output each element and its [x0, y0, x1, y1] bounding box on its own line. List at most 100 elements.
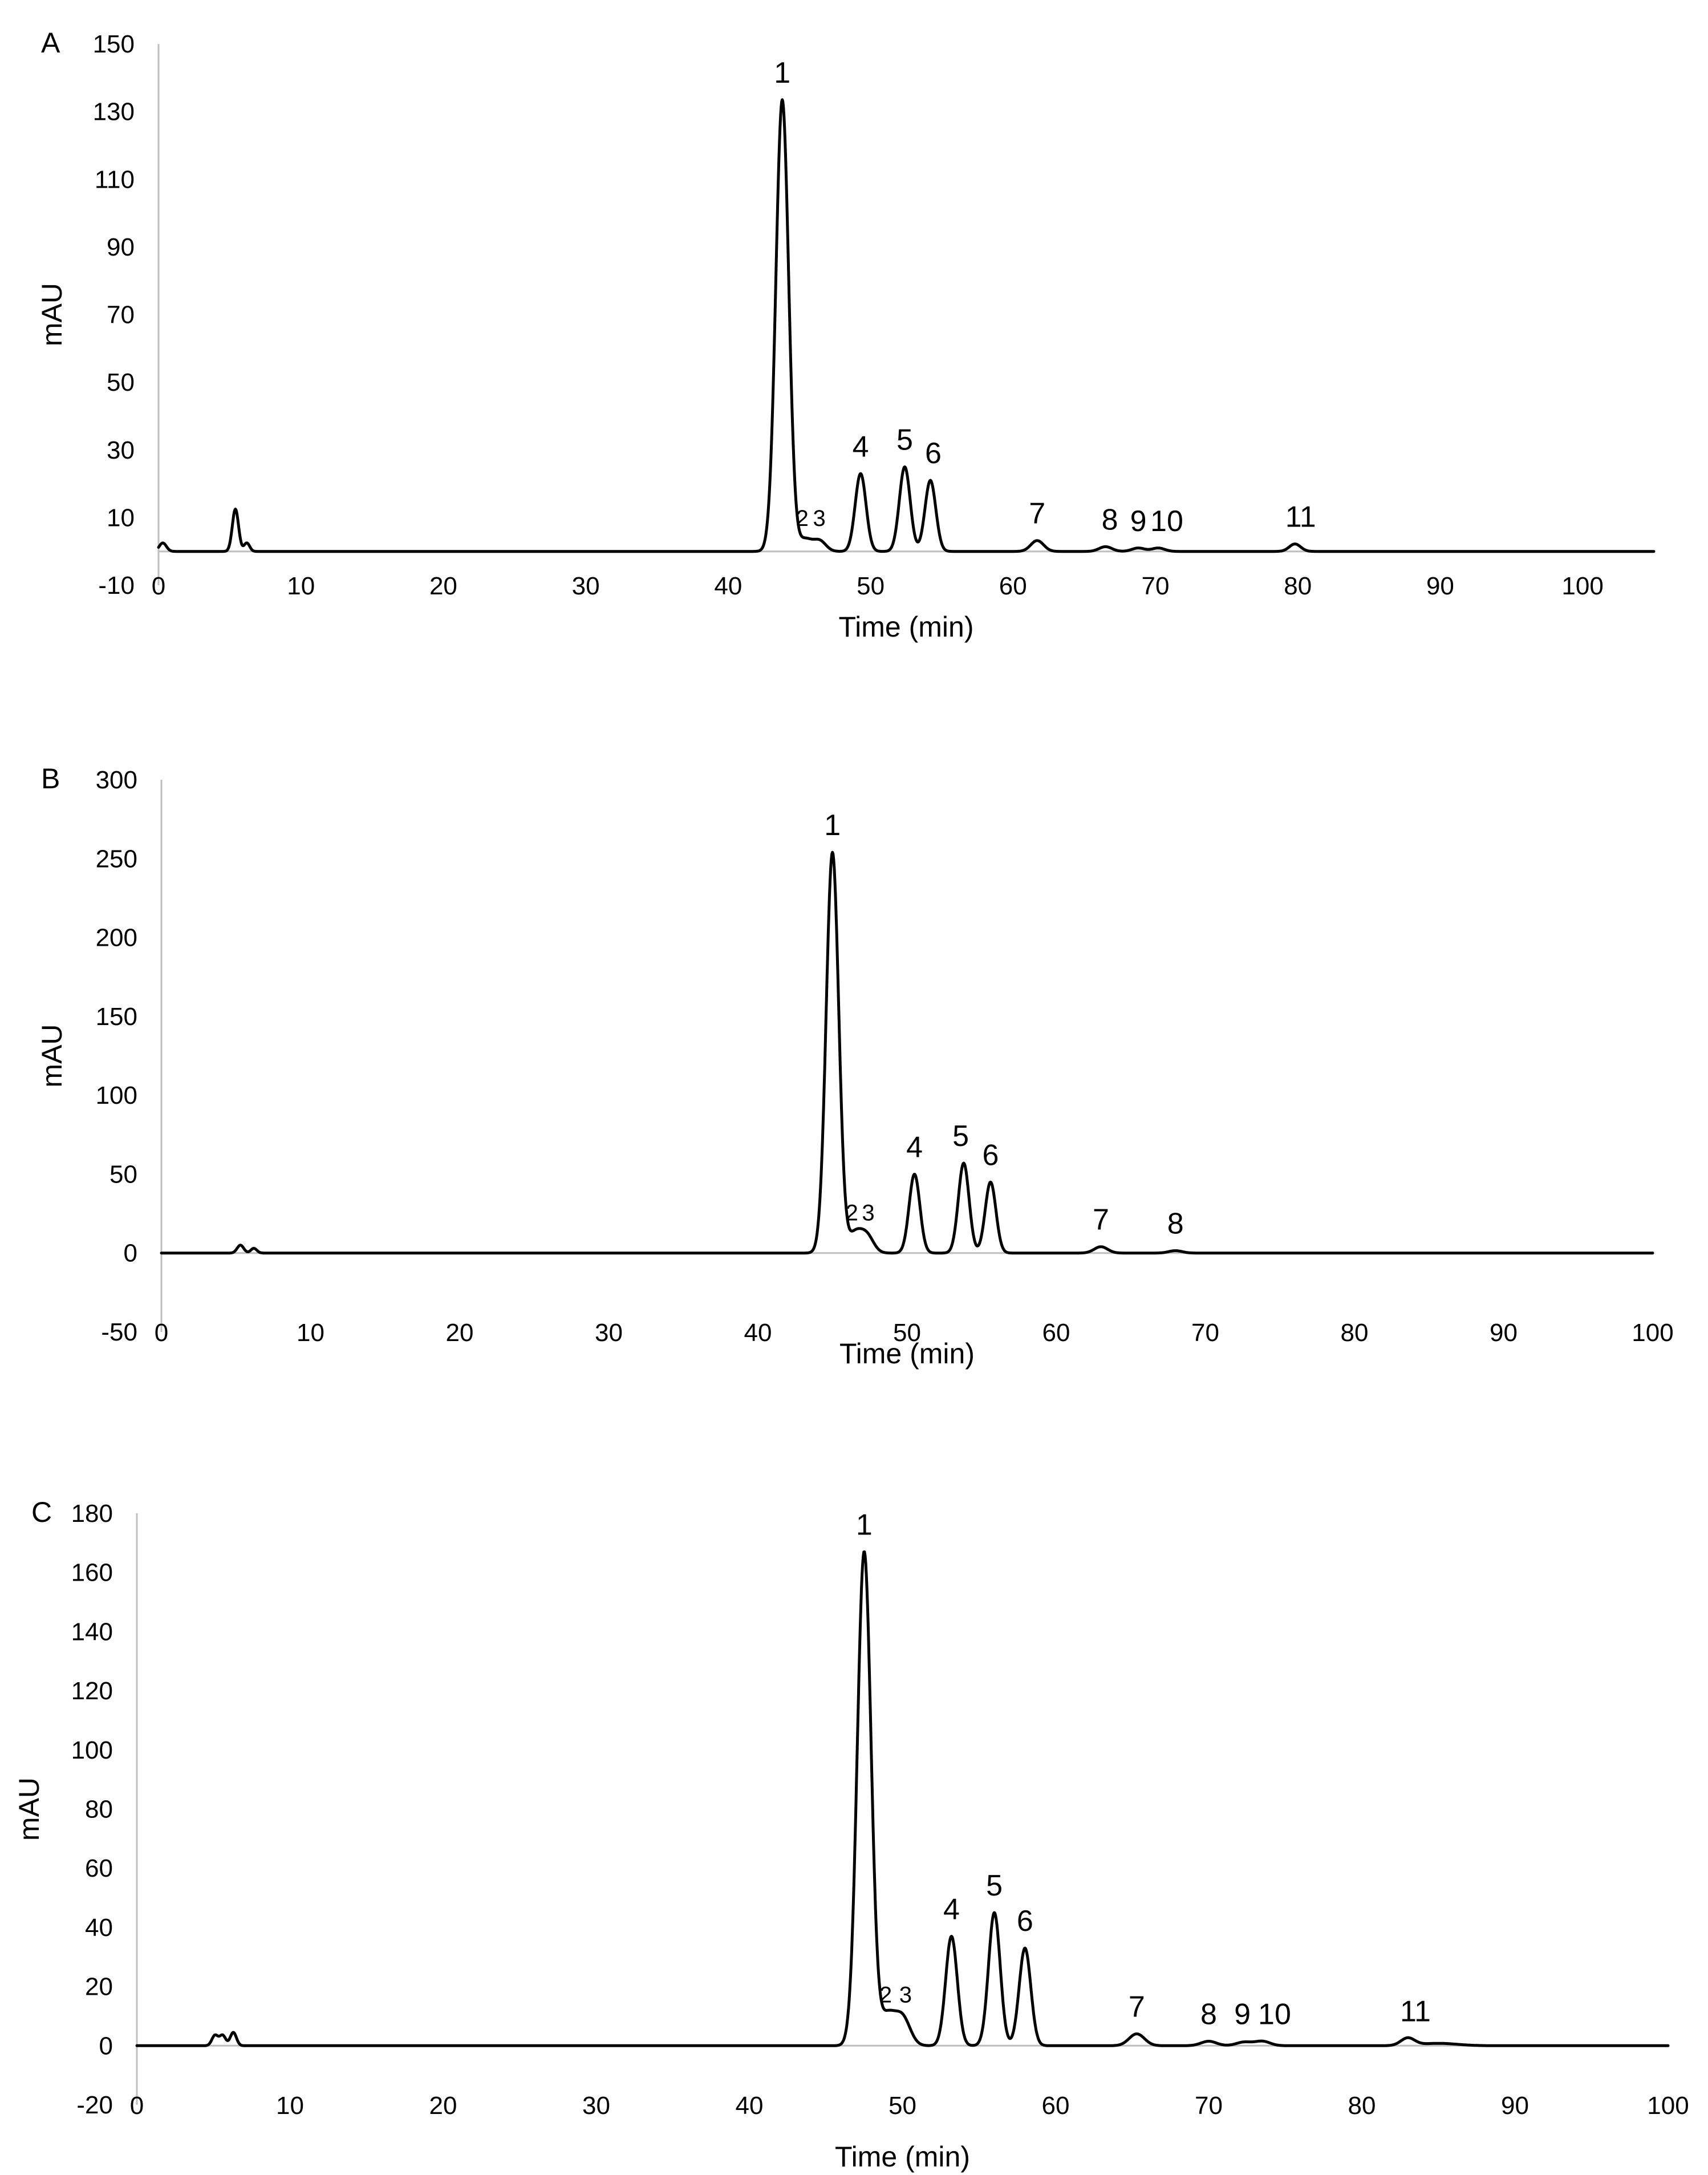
peak-label: 7: [1093, 1204, 1109, 1237]
x-tick-label: 50: [889, 2092, 916, 2120]
x-tick-label: 10: [297, 1319, 324, 1347]
peak-label: 4: [906, 1131, 923, 1164]
y-tick-label: 20: [85, 1973, 113, 2001]
y-tick-label: 0: [99, 2032, 113, 2060]
y-tick-label: 200: [96, 924, 137, 952]
y-axis-label: mAU: [36, 283, 68, 346]
y-tick-label: 140: [71, 1618, 113, 1646]
panel-letter: B: [41, 763, 60, 795]
peak-label: 3: [899, 1982, 912, 2007]
y-tick-label: 60: [85, 1854, 113, 1882]
peak-label: 11: [1400, 1995, 1431, 2028]
y-tick-label: 160: [71, 1559, 113, 1587]
x-tick-label: 70: [1142, 572, 1170, 600]
chromatogram-trace: [135, 1550, 1670, 2047]
peak-label: 6: [1017, 1905, 1033, 1938]
y-tick-label: 80: [85, 1796, 113, 1824]
y-tick-label: 180: [71, 1500, 113, 1528]
x-axis-label: Time (min): [839, 1338, 975, 1370]
y-tick-label: 50: [107, 368, 135, 396]
peak-label: 10: [1258, 1998, 1291, 2031]
y-tick-label: -50: [101, 1318, 137, 1346]
peak-label: 1: [856, 1508, 873, 1541]
peak-label: 4: [853, 430, 869, 463]
x-tick-label: 10: [276, 2092, 304, 2120]
y-tick-label: 120: [71, 1677, 113, 1705]
peak-label: 5: [896, 423, 913, 456]
x-tick-label: 30: [572, 572, 600, 600]
x-tick-label: 0: [130, 2092, 144, 2120]
x-tick-label: 40: [744, 1319, 772, 1347]
x-tick-label: 60: [1042, 2092, 1070, 2120]
x-tick-label: 100: [1632, 1319, 1673, 1347]
y-tick-label: 150: [96, 1003, 137, 1031]
y-tick-label: 40: [85, 1914, 113, 1942]
x-tick-label: 10: [287, 572, 315, 600]
peak-label: 2: [879, 1982, 892, 2007]
panel-letter: C: [31, 1496, 52, 1528]
y-tick-label: 130: [93, 98, 135, 126]
y-tick-label: 0: [124, 1240, 137, 1267]
y-tick-label: 50: [109, 1160, 137, 1188]
chromatogram-panel-b: B -50 0 50 100 150 200 250 300 0 10 20 30 40 50 60 70 80 9…: [36, 763, 1674, 1370]
y-axis-label: mAU: [36, 1024, 68, 1087]
x-tick-label: 60: [999, 572, 1027, 600]
y-axis-label: mAU: [13, 1777, 45, 1841]
x-tick-label: 80: [1348, 2092, 1376, 2120]
chromatogram-trace: [160, 850, 1654, 1255]
x-tick-label: 30: [582, 2092, 610, 2120]
x-tick-label: 50: [857, 572, 885, 600]
x-tick-label: 50: [893, 1319, 921, 1347]
x-tick-label: 0: [155, 1319, 168, 1347]
y-tick-label: 250: [96, 845, 137, 873]
peak-label: 1: [824, 809, 841, 842]
peak-label: 3: [862, 1201, 874, 1226]
peak-label: 7: [1129, 1991, 1145, 2024]
x-tick-label: 70: [1191, 1319, 1219, 1347]
y-tick-label: 300: [96, 766, 137, 794]
x-tick-label: 90: [1490, 1319, 1518, 1347]
x-tick-label: 20: [429, 2092, 457, 2120]
y-tick-label: 100: [71, 1736, 113, 1764]
peak-label: 5: [986, 1869, 1003, 1902]
peak-label: 5: [952, 1120, 969, 1153]
chromatogram-trace: [157, 98, 1656, 553]
x-tick-label: 20: [446, 1319, 474, 1347]
y-tick-label: -20: [76, 2091, 113, 2119]
x-tick-label: 90: [1426, 572, 1454, 600]
y-tick-label: 110: [95, 165, 135, 193]
y-tick-label: 90: [107, 233, 135, 261]
x-tick-label: 100: [1561, 572, 1603, 600]
peak-label: 2: [796, 506, 809, 531]
peak-label: 3: [813, 506, 826, 531]
peak-label: 9: [1130, 505, 1147, 538]
peak-label: 1: [774, 56, 790, 90]
peak-label: 2: [846, 1201, 858, 1226]
x-axis-label: Time (min): [838, 611, 973, 643]
peak-label: 10: [1150, 505, 1183, 538]
x-axis-label: Time (min): [835, 2141, 970, 2173]
x-tick-label: 40: [714, 572, 742, 600]
y-tick-label: -10: [98, 572, 135, 600]
y-tick-label: 100: [96, 1082, 137, 1109]
y-tick-label: 150: [93, 30, 135, 58]
peak-label: 11: [1285, 501, 1316, 534]
y-tick-label: 10: [107, 504, 135, 532]
peak-label: 6: [925, 437, 942, 470]
x-tick-label: 40: [736, 2092, 764, 2120]
x-tick-label: 30: [595, 1319, 623, 1347]
y-tick-label: 70: [107, 301, 135, 329]
y-tick-label: 30: [107, 436, 135, 464]
x-tick-label: 60: [1042, 1319, 1070, 1347]
x-tick-label: 90: [1501, 2092, 1529, 2120]
x-tick-label: 80: [1341, 1319, 1369, 1347]
peak-label: 7: [1029, 497, 1045, 530]
peak-label: 9: [1234, 1998, 1251, 2031]
x-tick-label: 20: [429, 572, 457, 600]
peak-label: 4: [943, 1893, 960, 1926]
x-tick-label: 80: [1284, 572, 1312, 600]
peak-label: 8: [1167, 1208, 1184, 1241]
